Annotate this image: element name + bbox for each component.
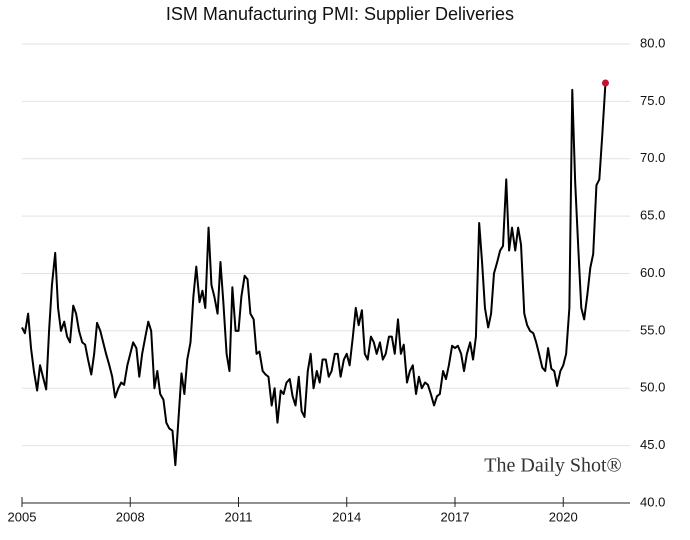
y-tick-label: 70.0	[640, 150, 665, 165]
chart-title: ISM Manufacturing PMI: Supplier Deliveri…	[166, 4, 514, 24]
y-tick-label: 50.0	[640, 380, 665, 395]
y-tick-label: 55.0	[640, 322, 665, 337]
x-tick-label: 2020	[549, 509, 578, 524]
y-tick-label: 45.0	[640, 437, 665, 452]
y-tick-label: 40.0	[640, 494, 665, 509]
last-point	[601, 79, 609, 87]
y-tick-label: 75.0	[640, 93, 665, 108]
x-tick-label: 2017	[441, 509, 470, 524]
x-tick-label: 2014	[332, 509, 361, 524]
y-tick-label: 60.0	[640, 265, 665, 280]
y-tick-label: 80.0	[640, 35, 665, 50]
y-tick-label: 65.0	[640, 208, 665, 223]
line-series	[21, 82, 607, 467]
x-tick-label: 2011	[225, 509, 253, 524]
x-tick-label: 2005	[8, 509, 37, 524]
x-tick-label: 2008	[116, 509, 145, 524]
watermark: The Daily Shot®	[484, 455, 621, 477]
